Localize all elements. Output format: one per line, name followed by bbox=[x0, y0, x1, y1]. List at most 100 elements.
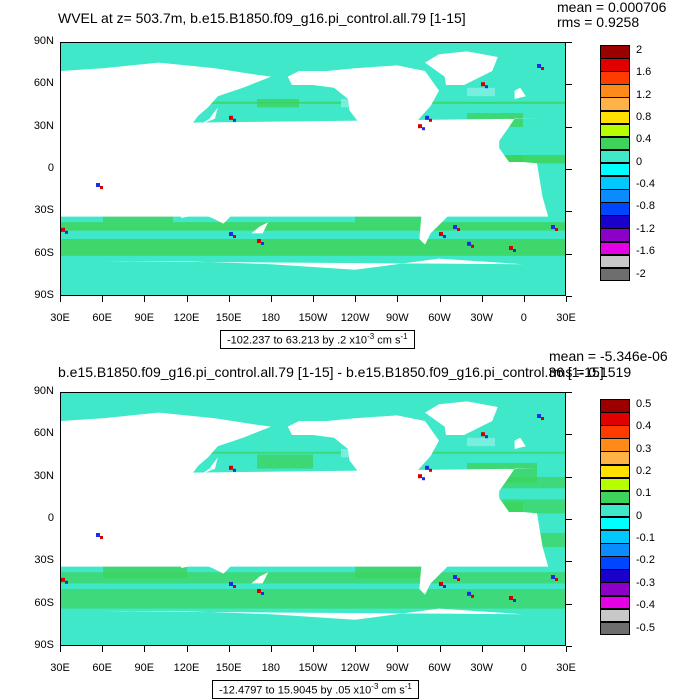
colorbar-swatch bbox=[600, 595, 630, 610]
y-tick-mark bbox=[566, 434, 572, 436]
colorbar-swatch bbox=[600, 149, 630, 164]
colorbar-swatch bbox=[600, 490, 630, 505]
colorbar-swatch bbox=[600, 123, 630, 138]
colorbar-swatch bbox=[600, 189, 630, 203]
colorbar-swatch bbox=[600, 464, 630, 479]
colorbar-label: -0.1 bbox=[636, 532, 655, 545]
anomaly-speck bbox=[443, 585, 446, 588]
anomaly-speck bbox=[481, 82, 485, 87]
anomaly-speck bbox=[453, 225, 457, 229]
anomaly-speck bbox=[453, 575, 457, 579]
land-mask bbox=[251, 572, 269, 584]
anomaly-speck bbox=[96, 533, 100, 537]
anomaly-speck bbox=[471, 594, 474, 598]
land-mask bbox=[103, 258, 523, 295]
colorbar-label: -1.2 bbox=[636, 222, 655, 235]
anomaly-speck bbox=[439, 232, 443, 236]
anomaly-patch bbox=[257, 99, 299, 108]
colorbar-swatch bbox=[600, 176, 630, 190]
y-tick-label: 60S bbox=[34, 596, 54, 609]
y-tick-mark bbox=[566, 519, 572, 520]
colorbar-swatch bbox=[600, 267, 630, 282]
x-tick-mark bbox=[566, 646, 567, 652]
anomaly-speck bbox=[485, 85, 488, 89]
land-mask bbox=[61, 468, 549, 567]
anomaly-speck bbox=[61, 577, 65, 582]
anomaly-speck bbox=[233, 585, 236, 588]
anomaly-band bbox=[61, 222, 565, 231]
anomaly-speck bbox=[439, 582, 443, 586]
x-tick-mark bbox=[144, 296, 146, 302]
land-mask bbox=[425, 401, 498, 435]
anomaly-speck bbox=[457, 578, 460, 581]
panel1-mean: mean = 0.000706 bbox=[557, 0, 667, 15]
anomaly-speck bbox=[467, 591, 471, 596]
x-tick-label: 90W bbox=[386, 662, 409, 674]
x-tick-label: 150W bbox=[298, 312, 328, 324]
x-tick-label: 150E bbox=[215, 662, 242, 674]
x-tick-label: 60E bbox=[92, 662, 112, 674]
x-tick-mark bbox=[102, 646, 104, 652]
colorbar-label: 0.5 bbox=[636, 398, 652, 410]
x-tick-mark bbox=[355, 296, 357, 302]
anomaly-speck bbox=[443, 235, 446, 238]
anomaly-speck bbox=[65, 580, 68, 584]
x-tick-label: 60W bbox=[428, 312, 451, 324]
y-tick-label: 30S bbox=[34, 554, 54, 567]
anomaly-speck bbox=[541, 417, 544, 420]
x-tick-mark bbox=[523, 646, 525, 652]
x-tick-label: 30W bbox=[470, 662, 493, 674]
land-mask bbox=[61, 118, 549, 217]
colorbar-label: 0.1 bbox=[636, 487, 652, 500]
x-tick-label: 30W bbox=[470, 312, 493, 324]
x-tick-label: 0 bbox=[520, 312, 527, 324]
anomaly-band bbox=[61, 451, 565, 454]
land-mask bbox=[178, 184, 234, 224]
x-tick-label: 90E bbox=[134, 312, 155, 324]
x-tick-mark bbox=[186, 646, 188, 652]
land-mask bbox=[514, 87, 526, 99]
land-mask bbox=[287, 415, 439, 508]
panel1-map bbox=[60, 42, 566, 296]
colorbar-swatch bbox=[600, 97, 630, 111]
anomaly-speck bbox=[100, 186, 103, 189]
y-tick-mark bbox=[566, 476, 572, 478]
anomaly-speck bbox=[429, 468, 432, 472]
colorbar-swatch bbox=[600, 241, 630, 256]
y-tick-mark bbox=[566, 603, 572, 605]
panel2-rms: rms = 0.1519 bbox=[549, 364, 632, 380]
colorbar-swatch bbox=[600, 569, 630, 583]
anomaly-patch bbox=[467, 87, 495, 97]
panel2-mean: mean = -5.346e-06 bbox=[549, 348, 668, 364]
land-mask bbox=[79, 187, 89, 204]
colorbar-swatch bbox=[600, 516, 630, 531]
anomaly-speck bbox=[425, 115, 429, 120]
panel1-map-svg bbox=[61, 43, 565, 295]
anomaly-speck bbox=[537, 64, 541, 68]
land-mask bbox=[411, 155, 474, 245]
y-tick-mark bbox=[566, 392, 572, 393]
colorbar-swatch bbox=[600, 215, 630, 229]
land-mask bbox=[152, 510, 229, 531]
anomaly-speck bbox=[229, 115, 233, 120]
panel2-map-svg bbox=[61, 393, 565, 645]
y-tick-label: 60S bbox=[34, 246, 54, 259]
x-tick-label: 120W bbox=[340, 312, 370, 324]
colorbar-swatch bbox=[600, 543, 630, 557]
land-mask bbox=[103, 608, 523, 645]
x-tick-mark bbox=[313, 296, 314, 302]
colorbar-label: 1.2 bbox=[636, 88, 652, 101]
anomaly-speck bbox=[100, 536, 103, 539]
colorbar-label: 0 bbox=[636, 155, 643, 168]
x-tick-label: 30E bbox=[50, 312, 70, 324]
anomaly-band bbox=[61, 239, 565, 256]
colorbar-swatch bbox=[600, 228, 630, 242]
anomaly-speck bbox=[261, 242, 264, 245]
y-tick-mark bbox=[566, 126, 572, 128]
x-tick-mark bbox=[566, 296, 567, 302]
colorbar-label: 2 bbox=[636, 44, 643, 56]
anomaly-speck bbox=[257, 239, 261, 243]
colorbar-label: -0.4 bbox=[636, 599, 655, 612]
x-tick-label: 120E bbox=[173, 312, 200, 324]
panel1-rms: rms = 0.9258 bbox=[557, 14, 640, 30]
